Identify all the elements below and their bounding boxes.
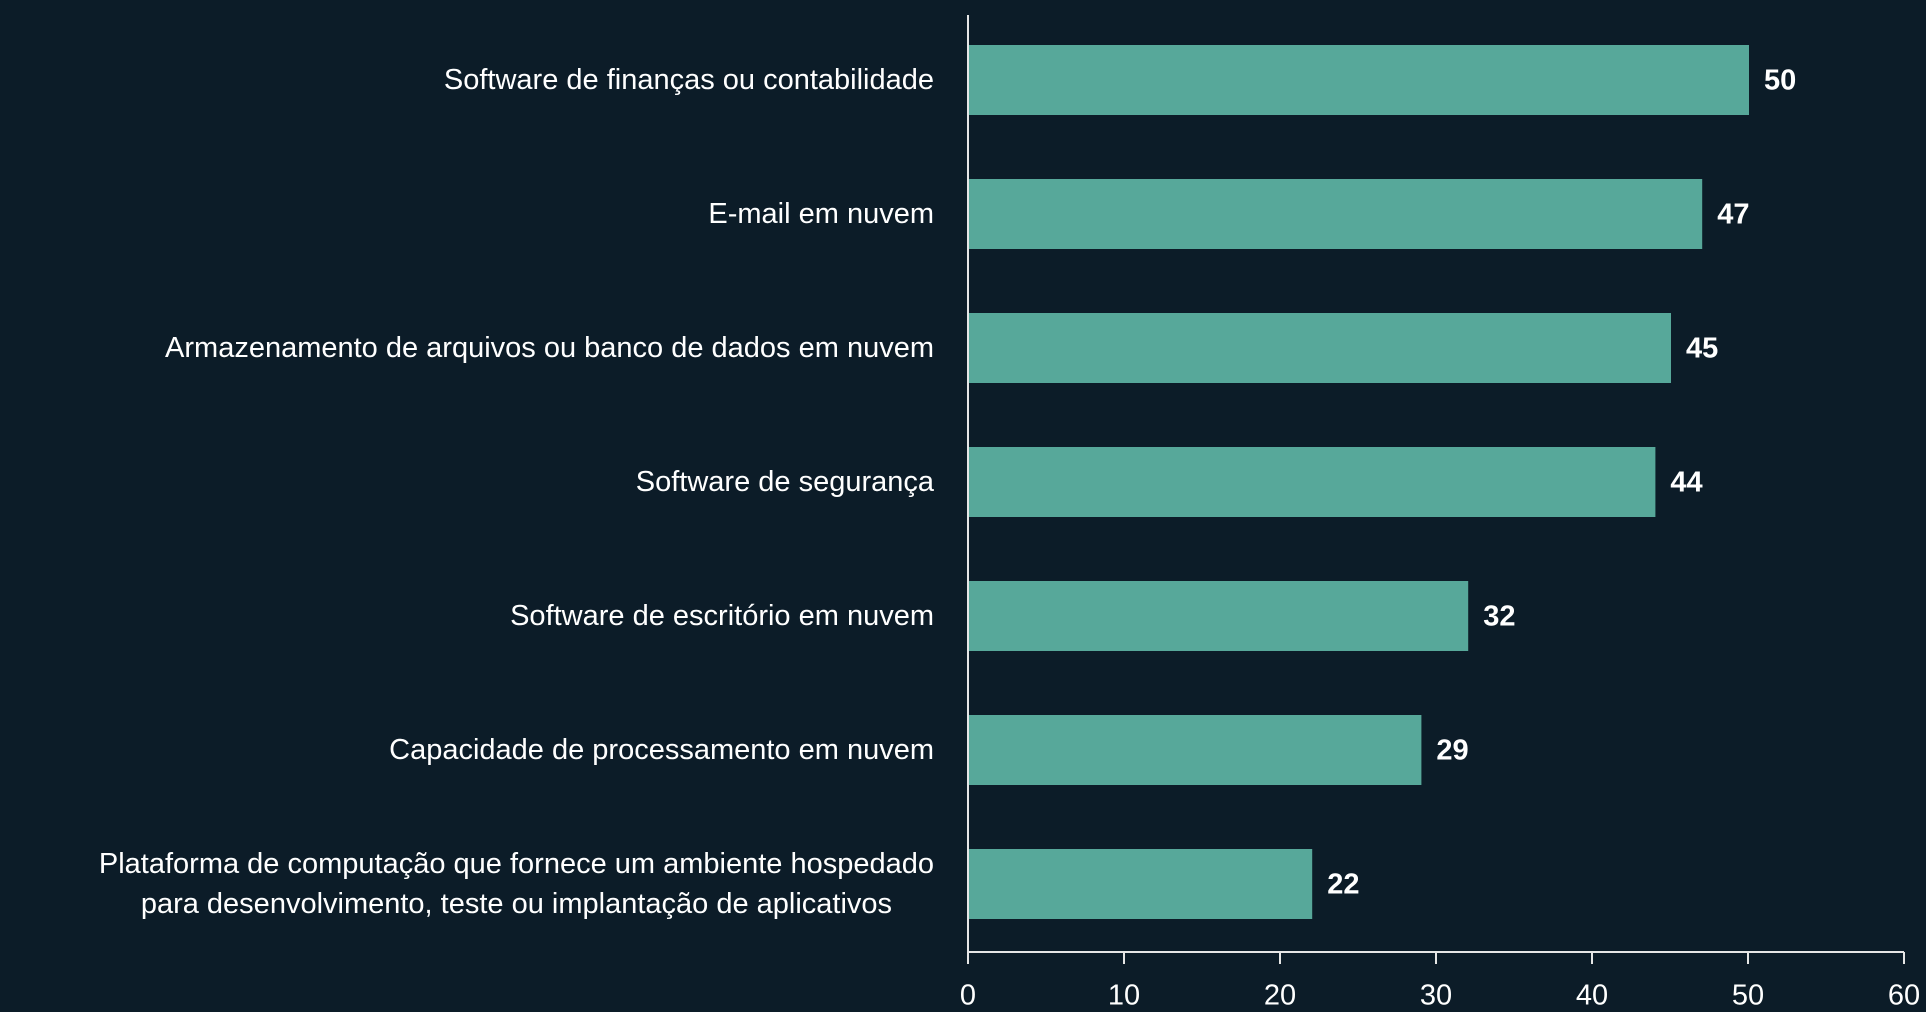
- value-label: 32: [1483, 601, 1515, 633]
- y-tick-label: Software de segurança: [635, 466, 934, 498]
- value-label: 22: [1327, 869, 1359, 901]
- y-tick-label: Armazenamento de arquivos ou banco de da…: [165, 332, 934, 364]
- y-tick-label: E-mail em nuvem: [708, 198, 934, 230]
- bar: [969, 715, 1422, 785]
- value-label: 29: [1436, 735, 1468, 767]
- x-tick-label: 60: [1888, 980, 1920, 1012]
- y-tick-label: Capacidade de processamento em nuvem: [389, 734, 934, 766]
- bar: [969, 313, 1671, 383]
- x-tick-label: 10: [1108, 980, 1140, 1012]
- x-tick-label: 0: [960, 980, 976, 1012]
- bar: [969, 45, 1749, 115]
- x-tick-label: 20: [1264, 980, 1296, 1012]
- x-tick-label: 50: [1732, 980, 1764, 1012]
- y-tick-label: Software de finanças ou contabilidade: [443, 64, 934, 96]
- value-label: 44: [1670, 467, 1702, 499]
- bar: [969, 447, 1656, 517]
- y-tick-label: Software de escritório em nuvem: [510, 600, 934, 632]
- value-label: 50: [1764, 65, 1796, 97]
- x-tick-label: 40: [1576, 980, 1608, 1012]
- value-label: 45: [1686, 333, 1718, 365]
- bar: [969, 581, 1469, 651]
- y-tick-label: Plataforma de computação que fornece um …: [98, 848, 934, 920]
- x-tick-label: 30: [1420, 980, 1452, 1012]
- bar: [969, 179, 1703, 249]
- value-label: 47: [1717, 199, 1749, 231]
- bar: [969, 849, 1313, 919]
